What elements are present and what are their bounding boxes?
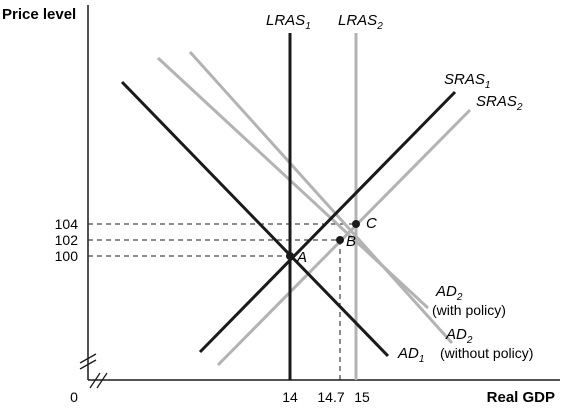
point-b-label: B xyxy=(346,233,356,250)
point-c-label: C xyxy=(366,215,377,232)
origin-label: 0 xyxy=(70,389,78,405)
sras1-label: SRAS1 xyxy=(444,71,490,91)
y-tick-100: 100 xyxy=(55,248,79,264)
y-tick-102: 102 xyxy=(55,232,79,248)
x-tick-15: 15 xyxy=(354,389,370,405)
dashed-guides xyxy=(88,223,356,380)
sras1-line xyxy=(198,90,457,354)
lras1-label: LRAS1 xyxy=(266,12,311,32)
point-a xyxy=(286,252,294,260)
sras2-label: SRAS2 xyxy=(476,93,523,113)
point-b xyxy=(336,236,344,244)
ad1-label: AD1 xyxy=(397,345,424,365)
lras2-label: LRAS2 xyxy=(338,12,383,32)
ad2-with-label: AD2 xyxy=(435,283,463,303)
black-curves xyxy=(120,33,457,380)
gray-curves xyxy=(156,33,472,380)
ad2-without-policy-line xyxy=(188,50,454,345)
axis-break-mark xyxy=(79,353,108,389)
sras2-line xyxy=(216,108,472,367)
x-tick-14: 14 xyxy=(282,389,298,405)
point-c xyxy=(352,220,360,228)
point-a-label: A xyxy=(296,249,307,266)
x-tick-14-7: 14.7 xyxy=(317,389,344,405)
ad1-line xyxy=(120,80,390,358)
ad2-with-note: (with policy) xyxy=(432,302,506,318)
ad2-without-note: (without policy) xyxy=(440,345,533,361)
x-axis-title: Real GDP xyxy=(487,389,555,406)
ad2-without-label: AD2 xyxy=(445,326,473,346)
y-axis-title: Price level xyxy=(2,6,76,23)
y-tick-104: 104 xyxy=(55,216,79,232)
